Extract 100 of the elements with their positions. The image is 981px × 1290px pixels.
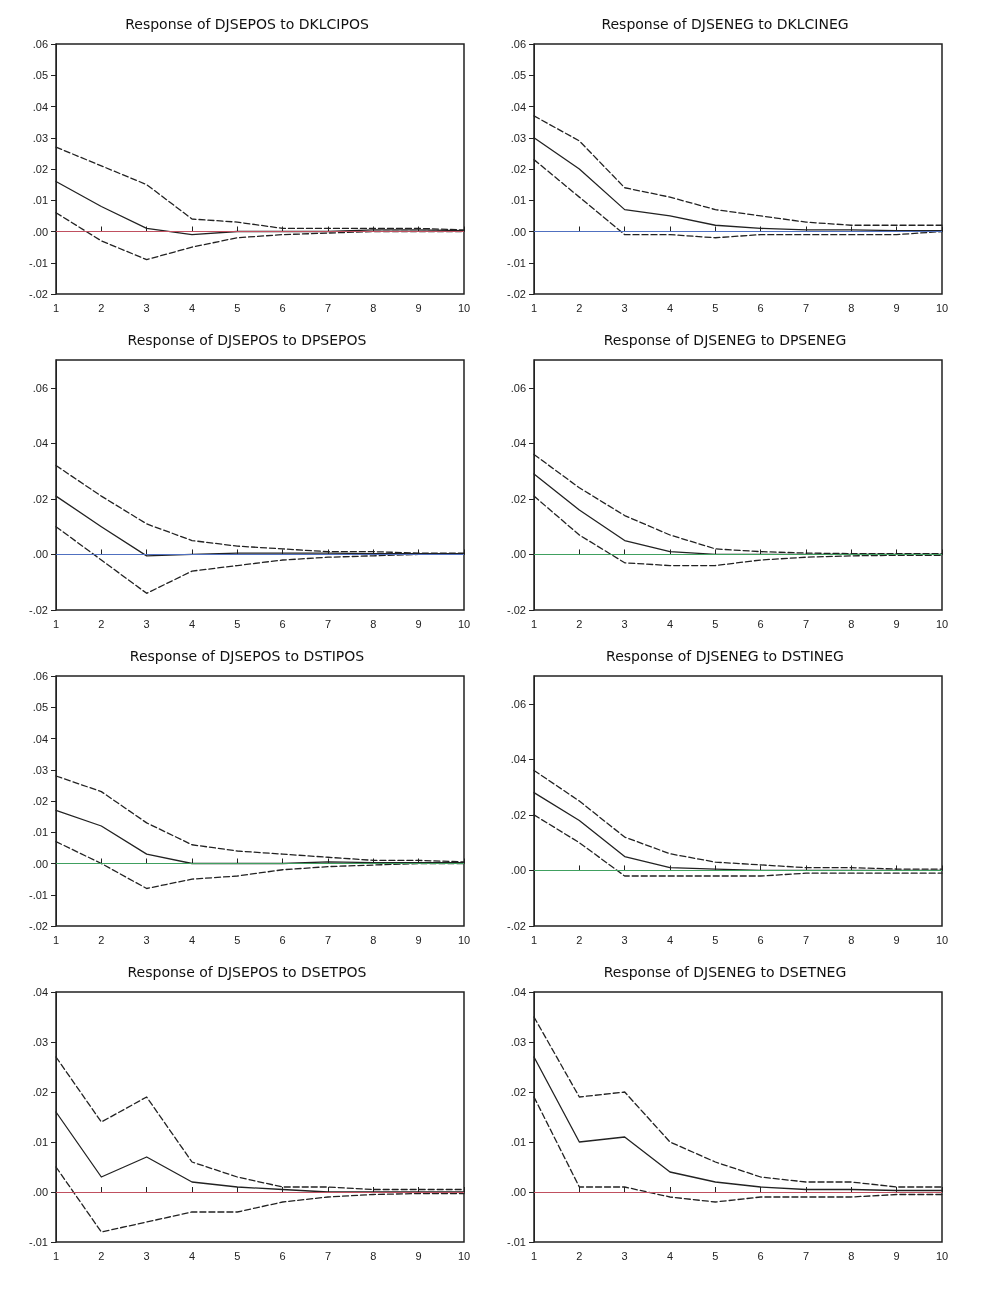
y-tick-label: .03 bbox=[32, 131, 48, 144]
x-tick-label: 10 bbox=[457, 301, 471, 314]
y-tick-label: .06 bbox=[32, 381, 48, 394]
y-tick-label: -.02 bbox=[29, 288, 48, 300]
x-tick-label: 4 bbox=[188, 617, 196, 630]
x-tick-label: 5 bbox=[234, 617, 241, 630]
y-tick-label: -.01 bbox=[29, 888, 48, 901]
y-tick-label: -.01 bbox=[29, 256, 48, 269]
y-tick-label: .05 bbox=[32, 701, 48, 714]
x-tick-label: 9 bbox=[415, 1249, 422, 1262]
y-tick-label: .02 bbox=[32, 795, 48, 807]
x-tick-label: 3 bbox=[621, 301, 628, 314]
x-tick-label: 1 bbox=[52, 617, 60, 630]
y-tick-label: .03 bbox=[510, 1036, 526, 1048]
x-tick-label: 8 bbox=[370, 617, 377, 630]
chart-title: Response of DJSENEG to DPSENEG bbox=[603, 332, 847, 348]
x-tick-label: 5 bbox=[712, 933, 719, 946]
y-tick-label: -.02 bbox=[29, 920, 48, 932]
x-tick-label: 10 bbox=[935, 1249, 949, 1262]
x-tick-label: 10 bbox=[457, 1249, 471, 1262]
chart-title: Response of DJSEPOS to DSTIPOS bbox=[129, 648, 365, 664]
x-tick-label: 8 bbox=[848, 617, 855, 630]
x-tick-label: 7 bbox=[802, 1249, 810, 1262]
x-tick-label: 5 bbox=[712, 1249, 719, 1262]
y-tick-label: .02 bbox=[510, 492, 526, 505]
x-tick-label: 8 bbox=[848, 301, 855, 314]
x-tick-label: 1 bbox=[530, 301, 538, 314]
x-tick-label: 2 bbox=[98, 1249, 105, 1262]
x-tick-label: 7 bbox=[802, 301, 810, 314]
y-tick-label: .02 bbox=[32, 163, 48, 175]
y-tick-label: .04 bbox=[510, 100, 526, 113]
y-tick-label: .04 bbox=[510, 753, 526, 766]
x-tick-label: 3 bbox=[143, 1249, 150, 1262]
x-tick-label: 2 bbox=[576, 617, 583, 630]
x-tick-label: 5 bbox=[712, 301, 719, 314]
x-tick-label: 7 bbox=[324, 617, 332, 630]
x-tick-label: 4 bbox=[666, 1249, 674, 1262]
x-tick-label: 1 bbox=[530, 933, 538, 946]
y-tick-label: .04 bbox=[32, 732, 48, 745]
y-tick-label: .00 bbox=[32, 1186, 48, 1198]
x-tick-label: 2 bbox=[576, 933, 583, 946]
y-tick-label: .00 bbox=[32, 548, 48, 561]
y-tick-label: .06 bbox=[510, 381, 526, 394]
x-tick-label: 6 bbox=[279, 301, 286, 314]
x-tick-label: 5 bbox=[234, 301, 241, 314]
x-tick-label: 10 bbox=[457, 933, 471, 946]
y-tick-label: .02 bbox=[32, 1086, 48, 1098]
x-tick-label: 4 bbox=[188, 933, 196, 946]
y-tick-label: .06 bbox=[32, 38, 48, 50]
x-tick-label: 1 bbox=[530, 617, 538, 630]
x-tick-label: 3 bbox=[143, 301, 150, 314]
x-tick-label: 7 bbox=[324, 1249, 332, 1262]
y-tick-label: .04 bbox=[510, 437, 526, 450]
y-tick-label: -.01 bbox=[507, 1236, 526, 1248]
y-tick-label: .04 bbox=[32, 437, 48, 450]
y-tick-label: -.01 bbox=[507, 256, 526, 269]
y-tick-label: .01 bbox=[32, 1136, 48, 1148]
y-tick-label: .00 bbox=[510, 1186, 526, 1198]
x-tick-label: 5 bbox=[234, 933, 241, 946]
y-tick-label: -.02 bbox=[507, 920, 526, 932]
y-tick-label: .06 bbox=[510, 38, 526, 50]
y-tick-label: .01 bbox=[510, 1136, 526, 1148]
x-tick-label: 9 bbox=[415, 933, 422, 946]
x-tick-label: 6 bbox=[757, 617, 764, 630]
x-tick-label: 2 bbox=[98, 301, 105, 314]
y-tick-label: -.02 bbox=[29, 604, 48, 616]
x-tick-label: 8 bbox=[370, 301, 377, 314]
y-tick-label: .03 bbox=[32, 763, 48, 776]
x-tick-label: 4 bbox=[188, 1249, 196, 1262]
y-tick-label: .01 bbox=[32, 194, 48, 207]
x-tick-label: 6 bbox=[279, 1249, 286, 1262]
x-tick-label: 7 bbox=[324, 933, 332, 946]
y-tick-label: .00 bbox=[32, 225, 48, 238]
x-tick-label: 6 bbox=[279, 617, 286, 630]
x-tick-label: 7 bbox=[802, 933, 810, 946]
x-tick-label: 4 bbox=[666, 933, 674, 946]
x-tick-label: 8 bbox=[370, 1249, 377, 1262]
x-tick-label: 9 bbox=[893, 1249, 900, 1262]
y-tick-label: -.01 bbox=[29, 1236, 48, 1248]
x-tick-label: 2 bbox=[576, 1249, 583, 1262]
x-tick-label: 3 bbox=[621, 617, 628, 630]
x-tick-label: 5 bbox=[712, 617, 719, 630]
x-tick-label: 9 bbox=[415, 301, 422, 314]
x-tick-label: 5 bbox=[234, 1249, 241, 1262]
y-tick-label: .04 bbox=[32, 100, 48, 113]
y-tick-label: .02 bbox=[510, 808, 526, 821]
y-tick-label: .00 bbox=[510, 225, 526, 238]
x-tick-label: 6 bbox=[279, 933, 286, 946]
y-tick-label: .00 bbox=[32, 857, 48, 870]
x-tick-label: 10 bbox=[935, 933, 949, 946]
x-tick-label: 1 bbox=[52, 1249, 60, 1262]
x-tick-label: 8 bbox=[848, 933, 855, 946]
y-tick-label: -.02 bbox=[507, 604, 526, 616]
y-tick-label: .00 bbox=[510, 864, 526, 877]
x-tick-label: 2 bbox=[576, 301, 583, 314]
chart-title: Response of DJSEPOS to DPSEPOS bbox=[127, 332, 367, 348]
x-tick-label: 7 bbox=[802, 617, 810, 630]
x-tick-label: 6 bbox=[757, 1249, 764, 1262]
x-tick-label: 9 bbox=[415, 617, 422, 630]
y-tick-label: .06 bbox=[510, 697, 526, 710]
